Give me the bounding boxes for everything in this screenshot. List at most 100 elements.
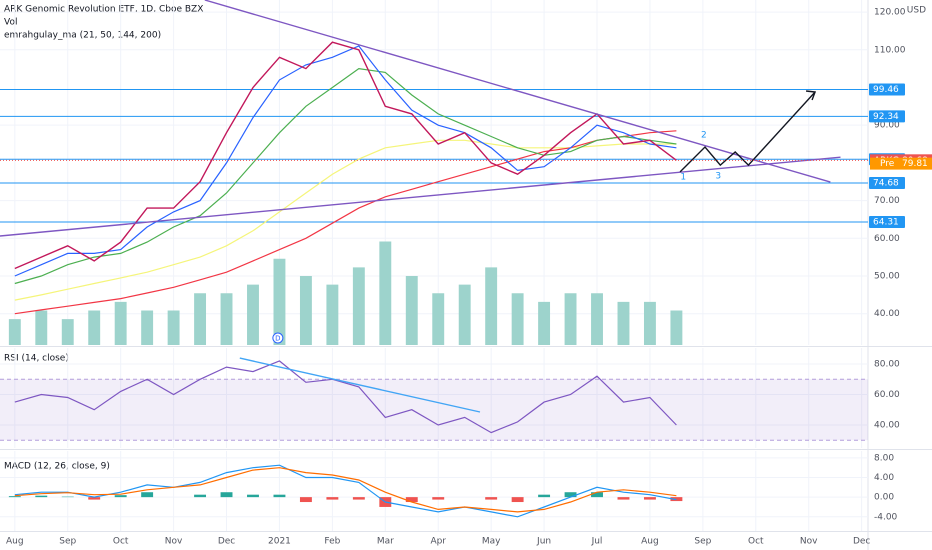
- y-tick-label: 0.00: [874, 493, 894, 503]
- bar: [511, 497, 524, 503]
- level-tag: [869, 176, 905, 189]
- y-tick-label: 50.00: [874, 272, 900, 282]
- bar: [485, 267, 498, 345]
- y-tick-label: 70.00: [874, 196, 900, 206]
- y-tick-label: 80.00: [874, 360, 900, 370]
- y-tick-label: 60.00: [874, 234, 900, 244]
- x-tick-label: Dec: [218, 537, 235, 547]
- bar: [405, 276, 418, 345]
- y-tick-label: -4.00: [874, 512, 898, 522]
- bar: [220, 492, 233, 498]
- level-label: 92.34: [873, 112, 899, 122]
- level-label: 74.68: [873, 178, 899, 188]
- bar: [617, 497, 630, 500]
- trendline: [239, 357, 481, 413]
- level-tag: [869, 216, 905, 229]
- trendline: [0, 156, 841, 237]
- bar: [114, 301, 127, 345]
- bar: [35, 495, 48, 498]
- x-tick-label: Oct: [113, 537, 129, 547]
- y-tick-label: 60.00: [874, 390, 900, 400]
- x-tick-label: Mar: [377, 537, 394, 547]
- series-line: [14, 360, 677, 434]
- bar: [538, 494, 551, 498]
- level-tag: [869, 83, 905, 96]
- y-tick-label: 110.00: [874, 45, 906, 55]
- bar: [591, 492, 603, 498]
- bar: [458, 284, 471, 345]
- bar: [8, 319, 21, 345]
- bar: [88, 310, 101, 345]
- bar: [220, 293, 233, 345]
- chart-title: ARK Genomic Revolution ETF, 1D, Cboe BZX: [4, 5, 203, 15]
- x-tick-label: Aug: [6, 537, 24, 547]
- bar: [352, 497, 365, 500]
- x-tick-label: Apr: [430, 537, 446, 547]
- trendline: [204, 0, 831, 183]
- currency: USD: [907, 6, 926, 16]
- y-tick-label: 8.00: [874, 453, 894, 463]
- bar: [61, 319, 74, 345]
- bar: [141, 492, 154, 498]
- event-label: D: [275, 335, 280, 343]
- series-line: [14, 67, 677, 285]
- y-tick-label: 90.00: [874, 121, 900, 131]
- bar: [405, 497, 418, 503]
- bar: [326, 284, 339, 345]
- series-line: [14, 45, 677, 277]
- x-tick-label: Jun: [536, 537, 551, 547]
- x-tick-label: Jul: [591, 537, 603, 547]
- bar: [538, 301, 551, 345]
- bar: [485, 497, 498, 500]
- bar: [511, 293, 524, 345]
- rsi-title: RSI (14, close): [4, 354, 69, 364]
- bar: [35, 310, 48, 345]
- x-tick-label: Nov: [165, 537, 183, 547]
- y-tick-label: 4.00: [874, 473, 894, 483]
- bar: [432, 293, 445, 345]
- x-tick-label: Sep: [59, 537, 76, 547]
- x-tick-label: Sep: [694, 537, 711, 547]
- bar: [564, 293, 577, 345]
- x-tick-label: Dec: [853, 537, 870, 547]
- bar: [273, 258, 286, 345]
- bar: [352, 267, 365, 345]
- bar: [591, 293, 603, 345]
- bar: [379, 241, 392, 345]
- macd-title: MACD (12, 26, close, 9): [4, 462, 110, 472]
- series-line: [14, 467, 677, 513]
- y-tick-label: 40.00: [874, 309, 900, 319]
- bar: [141, 310, 154, 345]
- bar: [167, 310, 180, 345]
- y-tick-label: 40.00: [874, 420, 900, 430]
- x-tick-label: Feb: [324, 537, 340, 547]
- bar: [326, 497, 339, 500]
- rsi-band: [0, 379, 868, 441]
- x-tick-label: Oct: [748, 537, 764, 547]
- bar: [114, 495, 127, 498]
- wave-label: 3: [715, 172, 721, 182]
- level-label: 99.46: [873, 85, 899, 95]
- bar: [299, 276, 312, 345]
- premarket-value: 79.81: [902, 159, 928, 169]
- bar: [564, 492, 577, 498]
- bar: [643, 497, 656, 500]
- bar: [88, 497, 101, 500]
- series-line: [14, 464, 677, 518]
- bar: [643, 301, 656, 345]
- x-tick-label: May: [482, 537, 501, 547]
- bar: [247, 494, 259, 498]
- bar: [299, 497, 312, 503]
- bar: [273, 494, 286, 498]
- trendline: [679, 91, 816, 173]
- arrow-head: [805, 90, 817, 101]
- level-tag: [869, 110, 905, 123]
- series-line: [14, 130, 677, 315]
- x-tick-label: Aug: [641, 537, 659, 547]
- x-tick-label: 2021: [268, 537, 291, 547]
- wave-label: 1: [680, 173, 686, 183]
- x-tick-label: Nov: [800, 537, 818, 547]
- y-tick-label: 120.00: [874, 8, 906, 18]
